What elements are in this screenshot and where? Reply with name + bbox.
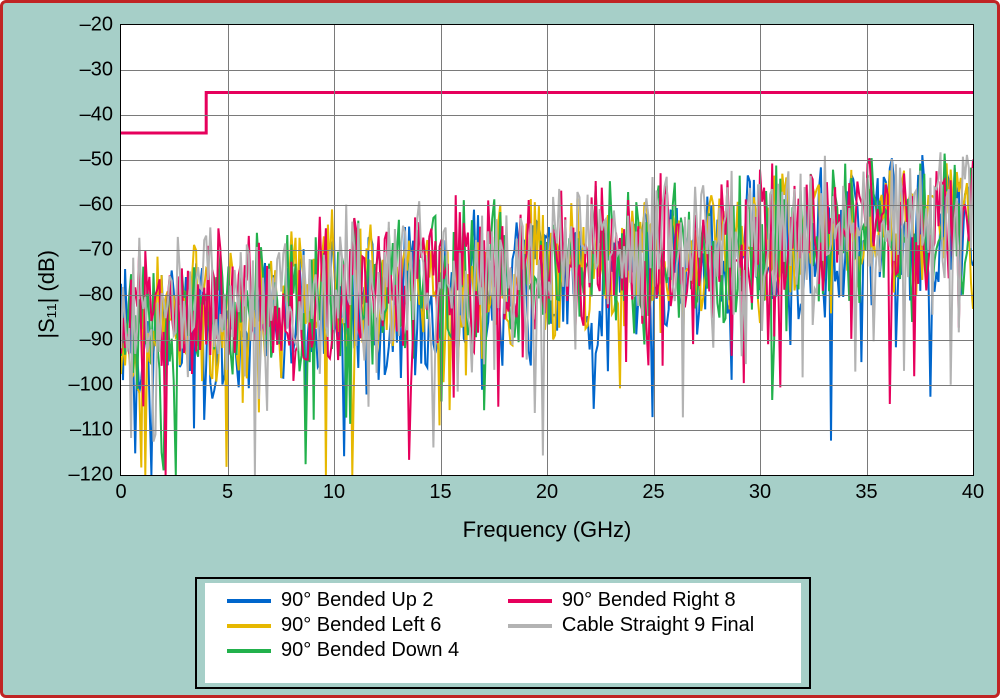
y-axis-label: |S₁₁| (dB): [34, 250, 60, 339]
legend-label: 90° Bended Up 2: [281, 589, 434, 612]
ytick-label: –60: [80, 194, 121, 217]
legend-item: 90° Bended Left 6: [227, 614, 490, 637]
legend-swatch: [508, 599, 552, 603]
ytick-label: –90: [80, 329, 121, 352]
gridline-x: [228, 25, 229, 475]
xtick-label: 30: [749, 475, 771, 504]
chart-frame: |S₁₁| (dB) Frequency (GHz) –20 –30 –40 –50 –…: [0, 0, 1000, 698]
legend-swatch: [227, 649, 271, 653]
legend-label: 90° Bended Down 4: [281, 639, 459, 662]
xtick-label: 35: [855, 475, 877, 504]
xtick-label: 20: [536, 475, 558, 504]
legend-label: 90° Bended Left 6: [281, 614, 441, 637]
plot-area: |S₁₁| (dB) Frequency (GHz) –20–30–40–50–…: [121, 25, 973, 475]
xtick-label: 40: [962, 475, 984, 504]
xtick-label: 5: [222, 475, 233, 504]
legend-item: 90° Bended Up 2: [227, 589, 490, 612]
gridline-x: [441, 25, 442, 475]
legend-item: Cable Straight 9 Final: [508, 614, 785, 637]
legend-label: 90° Bended Right 8: [562, 589, 736, 612]
ytick-label: –40: [80, 104, 121, 127]
ytick-label: –70: [80, 239, 121, 262]
legend-swatch: [227, 599, 271, 603]
ytick-label: –110: [70, 419, 121, 442]
gridline-x: [547, 25, 548, 475]
legend-item: 90° Bended Down 4: [227, 639, 490, 662]
ytick-label: –30: [80, 59, 121, 82]
ytick-label: –100: [69, 374, 122, 397]
ytick-label: –50: [80, 149, 121, 172]
gridline-x: [867, 25, 868, 475]
legend: 90° Bended Up 2 90° Bended Right 8 90° Ben…: [195, 577, 811, 689]
gridline-x: [334, 25, 335, 475]
ytick-label: –80: [80, 284, 121, 307]
xtick-label: 15: [429, 475, 451, 504]
legend-label: Cable Straight 9 Final: [562, 614, 754, 637]
gridline-x: [760, 25, 761, 475]
legend-swatch: [508, 624, 552, 628]
ytick-label: –120: [69, 464, 122, 487]
gridline-x: [654, 25, 655, 475]
legend-item: 90° Bended Right 8: [508, 589, 785, 612]
x-axis-label: Frequency (GHz): [463, 517, 632, 543]
xtick-label: 0: [115, 475, 126, 504]
ytick-label: –20: [80, 14, 121, 37]
legend-swatch: [227, 624, 271, 628]
legend-body: 90° Bended Up 2 90° Bended Right 8 90° Ben…: [205, 583, 801, 683]
xtick-label: 10: [323, 475, 345, 504]
xtick-label: 25: [642, 475, 664, 504]
